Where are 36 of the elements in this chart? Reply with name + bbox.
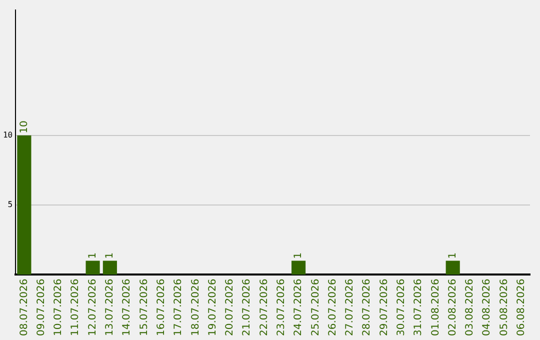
x-tick-label: 30.07.2026 xyxy=(396,278,407,336)
x-tick-label: 13.07.2026 xyxy=(104,278,116,336)
x-tick-label: 16.07.2026 xyxy=(156,278,167,336)
x-tick-label: 21.07.2026 xyxy=(242,278,253,336)
x-tick-label: 05.08.2026 xyxy=(498,278,510,336)
x-tick-label: 26.07.2026 xyxy=(327,278,338,336)
x-tick-label: 04.08.2026 xyxy=(482,278,493,336)
x-tick-label: 02.08.2026 xyxy=(447,278,458,336)
x-tick-label: 28.07.2026 xyxy=(362,278,373,336)
x-tick-label: 01.08.2026 xyxy=(430,278,442,336)
x-tick-label: 24.07.2026 xyxy=(293,278,304,336)
x-tick-label: 15.07.2026 xyxy=(138,278,150,336)
x-tick-label: 03.08.2026 xyxy=(464,278,476,336)
x-tick-label: 19.07.2026 xyxy=(207,278,218,336)
data-label: 1 xyxy=(293,252,304,259)
x-tick-label: 25.07.2026 xyxy=(310,278,322,336)
x-tick-label: 22.07.2026 xyxy=(258,278,270,336)
data-label: 1 xyxy=(447,252,458,259)
x-tick-label: 17.07.2026 xyxy=(173,278,184,336)
x-tick-label: 29.07.2026 xyxy=(378,278,390,336)
x-tick-label: 18.07.2026 xyxy=(190,278,202,336)
x-tick-label: 09.07.2026 xyxy=(36,278,47,336)
x-tick-label: 14.07.2026 xyxy=(122,278,133,336)
x-tick-label: 12.07.2026 xyxy=(87,278,98,336)
x-tick-label: 27.07.2026 xyxy=(344,278,356,336)
data-label: 10 xyxy=(18,120,30,134)
x-tick-label: 31.07.2026 xyxy=(413,278,424,336)
data-label: 1 xyxy=(87,252,98,259)
x-tick-label: 10.07.2026 xyxy=(53,278,64,336)
x-tick-label: 06.08.2026 xyxy=(516,278,528,336)
x-tick-label: 11.07.2026 xyxy=(70,278,82,336)
data-label: 1 xyxy=(104,252,116,259)
x-tick-label: 08.07.2026 xyxy=(18,278,30,336)
x-tick-label: 20.07.2026 xyxy=(224,278,236,336)
y-tick-label: 5 xyxy=(8,200,13,210)
x-tick-label: 23.07.2026 xyxy=(276,278,287,336)
